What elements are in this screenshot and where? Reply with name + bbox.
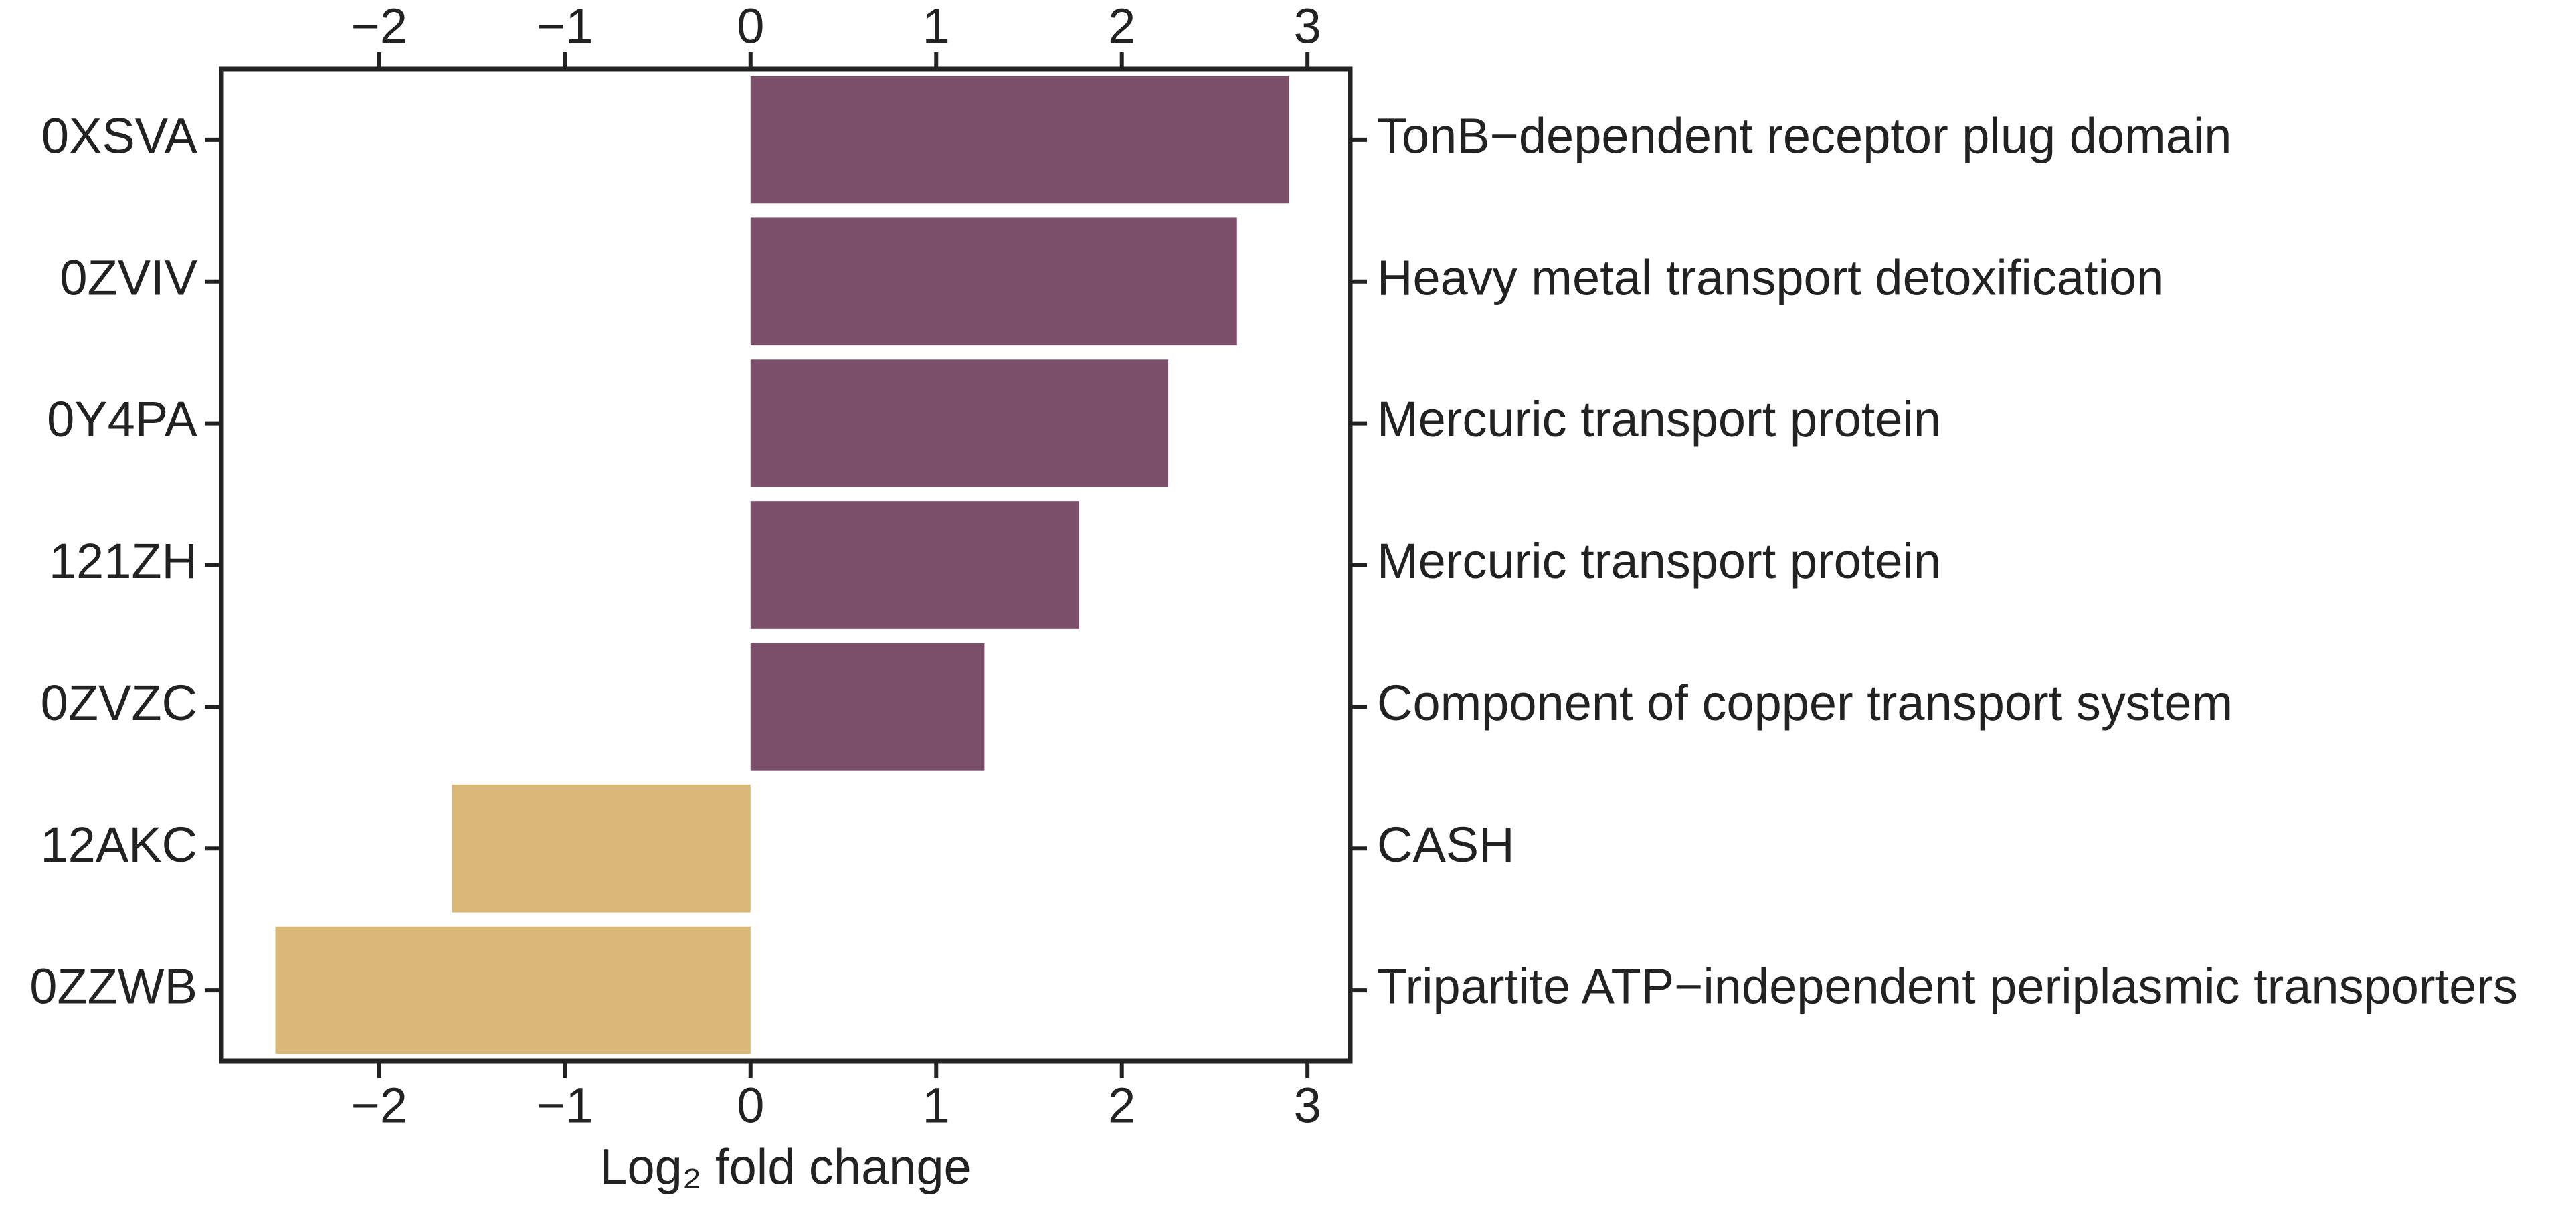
x-tick-label: −2	[351, 0, 407, 54]
x-tick-label: 0	[737, 0, 764, 54]
bar	[750, 643, 985, 771]
right-label: CASH	[1377, 817, 1515, 872]
x-tick-label: −1	[537, 1078, 593, 1133]
right-label: Heavy metal transport detoxification	[1377, 250, 2164, 305]
bar	[750, 501, 1079, 629]
right-label: Component of copper transport system	[1377, 675, 2233, 731]
x-tick-label: 3	[1294, 0, 1321, 54]
x-tick-label: 2	[1108, 0, 1135, 54]
bar	[275, 926, 751, 1054]
y-tick-label: 0ZVIV	[60, 250, 197, 305]
x-tick-label: −2	[351, 1078, 407, 1133]
y-tick-label: 0XSVA	[41, 108, 198, 163]
right-label: TonB−dependent receptor plug domain	[1377, 108, 2231, 163]
y-tick-label: 0Y4PA	[47, 391, 198, 447]
y-tick-label: 12AKC	[41, 817, 197, 872]
bar	[750, 217, 1237, 346]
bar	[452, 784, 751, 913]
x-tick-label: 0	[737, 1078, 764, 1133]
right-label: Tripartite ATP−independent periplasmic t…	[1377, 959, 2518, 1014]
x-tick-label: 1	[923, 0, 950, 54]
x-axis-title: Log₂ fold change	[600, 1139, 971, 1195]
y-tick-label: 121ZH	[49, 533, 197, 589]
bar	[750, 76, 1289, 204]
y-tick-label: 0ZVZC	[41, 675, 197, 731]
right-label: Mercuric transport protein	[1377, 391, 1941, 447]
x-tick-label: −1	[537, 0, 593, 54]
right-label: Mercuric transport protein	[1377, 533, 1941, 589]
y-tick-label: 0ZZWB	[29, 959, 197, 1014]
x-tick-label: 1	[923, 1078, 950, 1133]
bar	[750, 359, 1169, 487]
x-tick-label: 2	[1108, 1078, 1135, 1133]
x-tick-label: 3	[1294, 1078, 1321, 1133]
plot-frame	[219, 66, 1353, 1064]
